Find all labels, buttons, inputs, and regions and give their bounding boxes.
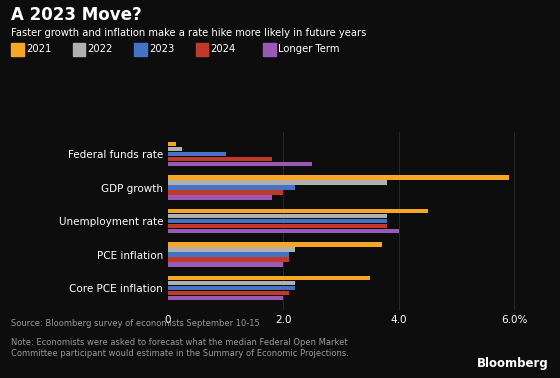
- Bar: [168, 180, 388, 185]
- Bar: [168, 242, 381, 247]
- Bar: [168, 257, 289, 262]
- Bar: [168, 276, 370, 280]
- Bar: [168, 157, 272, 161]
- Bar: [168, 147, 183, 151]
- Bar: [168, 195, 272, 200]
- Text: Source: Bloomberg survey of economists September 10-15: Source: Bloomberg survey of economists S…: [11, 319, 260, 328]
- Text: 2021: 2021: [26, 44, 51, 54]
- Bar: [168, 209, 428, 213]
- Bar: [168, 219, 388, 223]
- Text: 2023: 2023: [149, 44, 174, 54]
- Bar: [168, 142, 175, 146]
- Bar: [168, 229, 399, 233]
- Bar: [168, 162, 312, 166]
- Text: Longer Term: Longer Term: [278, 44, 339, 54]
- Bar: [168, 175, 508, 180]
- Bar: [168, 296, 283, 301]
- Bar: [168, 281, 295, 285]
- Bar: [168, 224, 388, 228]
- Text: 2024: 2024: [211, 44, 236, 54]
- Text: A 2023 Move?: A 2023 Move?: [11, 6, 142, 24]
- Bar: [168, 214, 388, 218]
- Text: Bloomberg: Bloomberg: [477, 358, 549, 370]
- Text: Faster growth and inflation make a rate hike more likely in future years: Faster growth and inflation make a rate …: [11, 28, 367, 38]
- Bar: [168, 291, 289, 296]
- Bar: [168, 152, 226, 156]
- Bar: [168, 286, 295, 290]
- Text: 2022: 2022: [87, 44, 113, 54]
- Bar: [168, 253, 289, 257]
- Bar: [168, 262, 283, 267]
- Text: Note: Economists were asked to forecast what the median Federal Open Market
Comm: Note: Economists were asked to forecast …: [11, 338, 349, 358]
- Bar: [168, 248, 295, 252]
- Bar: [168, 185, 295, 190]
- Bar: [168, 191, 283, 195]
